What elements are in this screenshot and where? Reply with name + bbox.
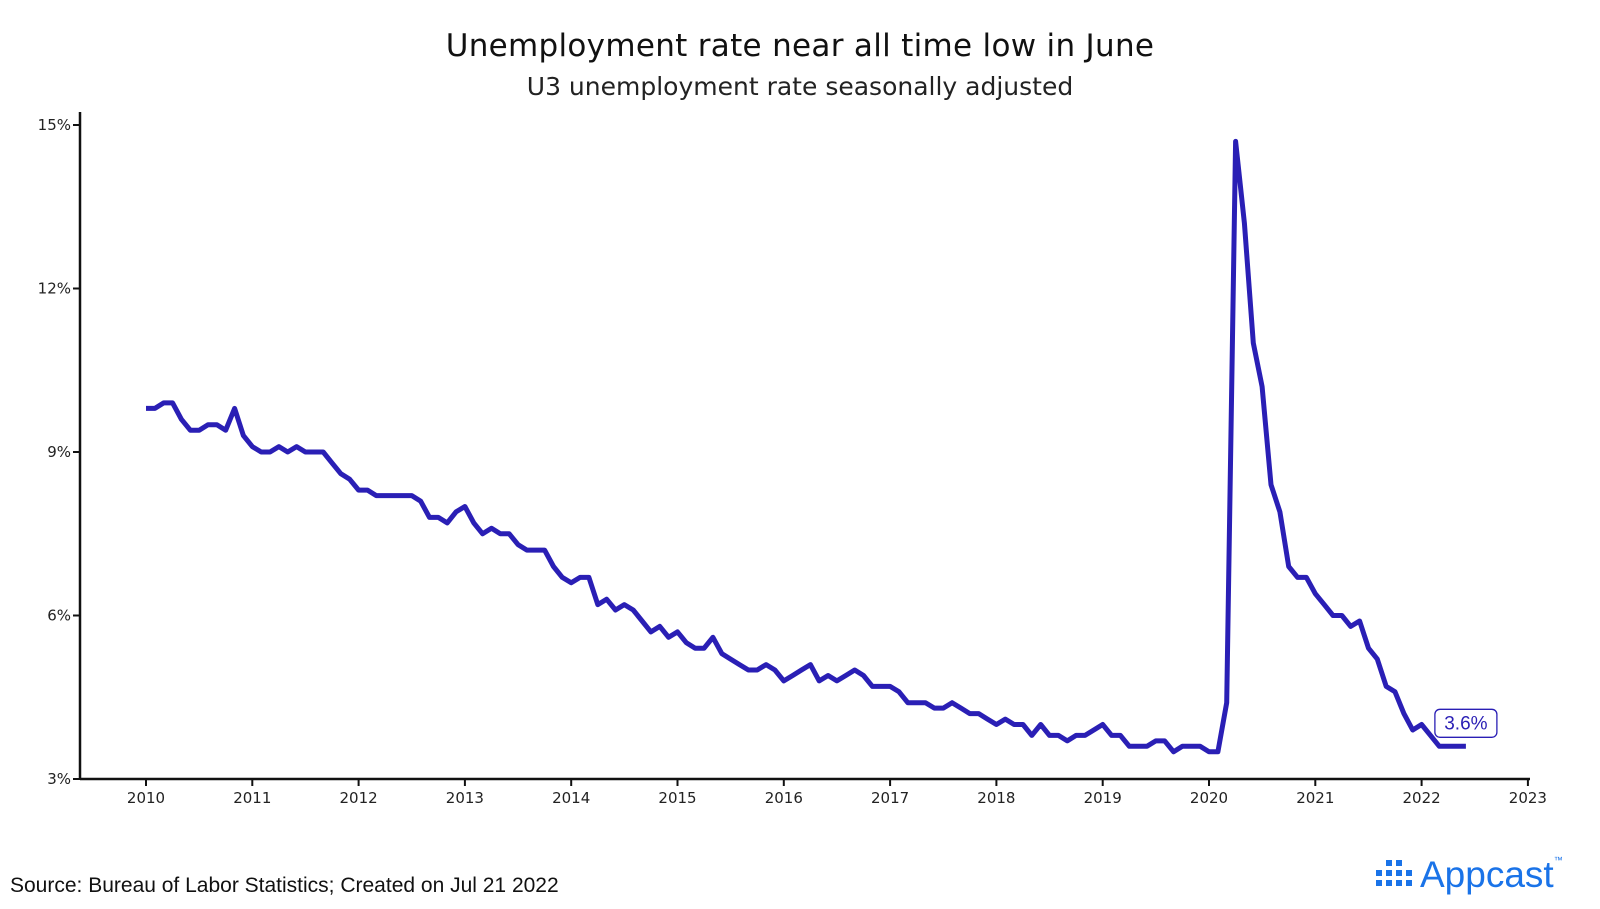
last-value-label: 3.6% (1444, 713, 1487, 734)
x-tick-label: 2018 (977, 789, 1015, 807)
chart-subtitle: U3 unemployment rate seasonally adjusted (526, 72, 1074, 101)
x-tick-label: 2014 (552, 789, 590, 807)
x-tick-label: 2015 (658, 789, 696, 807)
x-tick-label: 2022 (1403, 789, 1441, 807)
x-tick-label: 2017 (871, 789, 909, 807)
y-tick-label: 3% (47, 770, 71, 788)
last-value-label-box (1434, 708, 1498, 738)
logo-wordmark: Appcast (1420, 854, 1554, 895)
x-tick-label: 2021 (1296, 789, 1334, 807)
x-tick-label: 2019 (1084, 789, 1122, 807)
appcast-logo-icon (1376, 860, 1412, 886)
y-tick-label: 9% (47, 443, 71, 461)
x-tick-label: 2013 (446, 789, 484, 807)
logo-trademark: ™ (1553, 855, 1563, 865)
x-tick-label: 2020 (1190, 789, 1228, 807)
chart-title: Unemployment rate near all time low in J… (445, 28, 1155, 64)
series-line (146, 138, 1466, 755)
x-tick-label: 2010 (127, 789, 165, 807)
x-tick-label: 2011 (233, 789, 271, 807)
brand-logo: Appcast ™ (1376, 853, 1563, 897)
x-tick-label: 2016 (765, 789, 803, 807)
x-tick-label: 2012 (340, 789, 378, 807)
y-tick-label: 15% (38, 116, 71, 134)
source-note: Source: Bureau of Labor Statistics; Crea… (10, 874, 559, 897)
y-tick-label: 6% (47, 607, 71, 625)
y-tick-label: 12% (38, 280, 71, 298)
x-tick-label: 2023 (1509, 789, 1547, 807)
